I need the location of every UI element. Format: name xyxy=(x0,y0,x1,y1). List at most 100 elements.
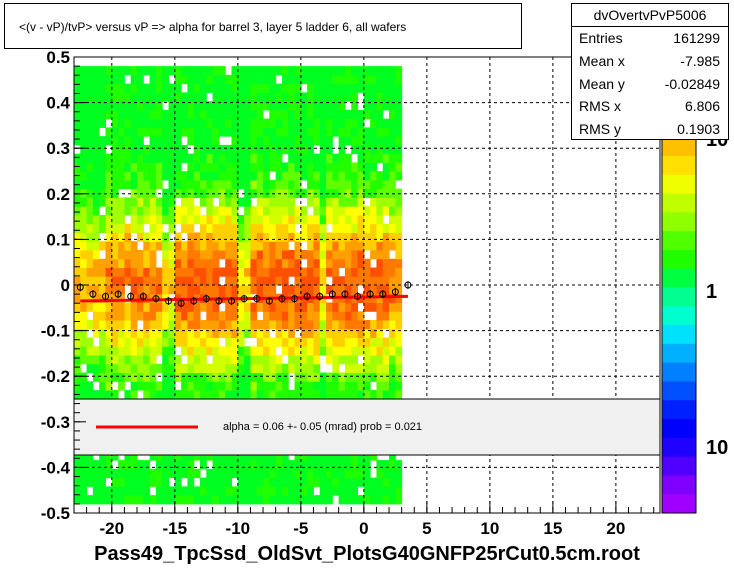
heatmap-cell xyxy=(395,258,403,268)
heatmap-cell xyxy=(143,144,151,155)
heatmap-cell xyxy=(74,477,81,487)
heatmap-cell xyxy=(155,337,163,347)
y-tick-label: -0.4 xyxy=(41,458,71,477)
heatmap-cell xyxy=(313,328,321,339)
heatmap-cell xyxy=(269,311,277,321)
heatmap-cell xyxy=(162,468,170,479)
heatmap-cell xyxy=(370,486,377,496)
heatmap-cell xyxy=(80,460,88,470)
heatmap-cell xyxy=(206,66,214,76)
heatmap-cell xyxy=(80,101,88,111)
heatmap-cell xyxy=(187,390,195,400)
heatmap-cell xyxy=(281,197,289,207)
heatmap-cell xyxy=(288,179,296,190)
heatmap-cell xyxy=(130,241,138,251)
heatmap-cell xyxy=(74,162,81,172)
heatmap-cell xyxy=(130,302,138,312)
heatmap-cell xyxy=(313,320,321,330)
heatmap-cell xyxy=(181,267,188,277)
heatmap-cell xyxy=(74,258,81,268)
heatmap-cell xyxy=(200,302,207,312)
heatmap-cell xyxy=(344,320,352,330)
heatmap-cell xyxy=(294,241,302,251)
heatmap-cell xyxy=(174,127,182,137)
stats-value: 161299 xyxy=(673,30,720,46)
heatmap-cell xyxy=(294,258,302,268)
heatmap-cell xyxy=(181,179,188,190)
heatmap-cell xyxy=(382,337,390,347)
profile-point xyxy=(177,299,185,307)
colorbar-segment xyxy=(662,212,696,232)
heatmap-cell xyxy=(130,214,138,225)
heatmap-cell xyxy=(281,363,289,374)
heatmap-cell xyxy=(363,188,371,198)
heatmap-cell xyxy=(193,118,201,128)
heatmap-cell xyxy=(187,258,195,268)
heatmap-cell xyxy=(168,109,176,120)
heatmap-cell xyxy=(376,337,384,347)
heatmap-cell xyxy=(206,144,214,155)
heatmap-cell xyxy=(218,249,226,260)
heatmap-cell xyxy=(212,346,220,356)
heatmap-cell xyxy=(250,83,258,93)
heatmap-cell xyxy=(319,188,327,198)
heatmap-cell xyxy=(168,451,176,461)
heatmap-cell xyxy=(162,74,170,85)
heatmap-cell xyxy=(389,206,396,216)
heatmap-cell xyxy=(300,249,308,260)
heatmap-cell xyxy=(244,179,251,190)
stats-key: Mean y xyxy=(579,75,625,92)
profile-point xyxy=(228,297,236,305)
heatmap-cell xyxy=(351,249,359,260)
heatmap-cell xyxy=(395,223,403,233)
heatmap-cell xyxy=(225,495,233,505)
heatmap-cell xyxy=(105,460,113,470)
heatmap-cell xyxy=(351,495,359,505)
heatmap-cell xyxy=(288,197,296,207)
heatmap-cell xyxy=(395,486,403,496)
heatmap-cell xyxy=(307,320,314,330)
heatmap-cell xyxy=(313,232,321,242)
heatmap-cell xyxy=(181,451,188,461)
heatmap-cell xyxy=(376,241,384,251)
heatmap-cell xyxy=(344,346,352,356)
heatmap-cell xyxy=(86,381,94,391)
heatmap-cell xyxy=(193,109,201,120)
heatmap-cell xyxy=(382,144,390,155)
heatmap-cell xyxy=(200,118,207,128)
heatmap-cell xyxy=(86,109,94,120)
heatmap-cell xyxy=(118,206,125,216)
heatmap-cell xyxy=(105,83,113,93)
heatmap-cell xyxy=(332,346,340,356)
heatmap-cell xyxy=(357,179,365,190)
heatmap-cell xyxy=(288,109,296,120)
heatmap-cell xyxy=(111,74,119,85)
heatmap-cell xyxy=(200,363,207,374)
heatmap-cell xyxy=(307,346,314,356)
heatmap-cell xyxy=(86,249,94,260)
heatmap-cell xyxy=(288,477,296,487)
heatmap-cell xyxy=(86,127,94,137)
heatmap-cell xyxy=(168,171,176,181)
heatmap-cell xyxy=(200,285,207,295)
heatmap-cell xyxy=(263,83,270,93)
heatmap-cell xyxy=(99,144,107,155)
heatmap-cell xyxy=(275,197,283,207)
heatmap-cell xyxy=(256,372,264,382)
heatmap-cell xyxy=(370,328,377,339)
heatmap-cell xyxy=(326,468,333,479)
heatmap-cell xyxy=(124,144,132,155)
heatmap-cell xyxy=(344,171,352,181)
heatmap-cell xyxy=(187,232,195,242)
heatmap-cell xyxy=(250,118,258,128)
heatmap-cell xyxy=(269,83,277,93)
heatmap-cell xyxy=(206,363,214,374)
profile-point xyxy=(76,283,84,291)
heatmap-cell xyxy=(105,162,113,172)
heatmap-cell xyxy=(351,179,359,190)
heatmap-cell xyxy=(237,118,245,128)
heatmap-cell xyxy=(80,285,88,295)
heatmap-cell xyxy=(174,328,182,339)
heatmap-cell xyxy=(92,249,100,260)
heatmap-cell xyxy=(206,267,214,277)
